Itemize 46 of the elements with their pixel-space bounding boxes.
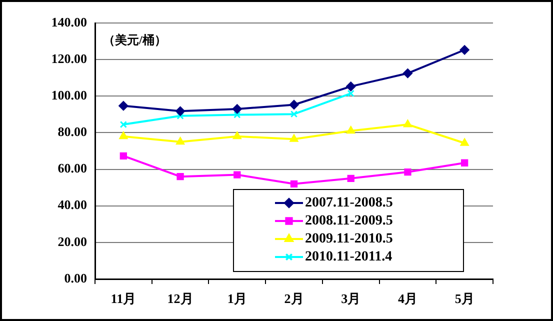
y-tick-label: 60.00 — [58, 160, 87, 176]
point — [290, 110, 298, 118]
legend-label: 2009.11-2010.5 — [305, 232, 393, 247]
point — [347, 90, 354, 97]
point — [404, 120, 412, 128]
point — [290, 134, 298, 142]
annotation: （美元/桶） — [103, 33, 166, 48]
point — [289, 100, 299, 110]
point — [346, 126, 356, 134]
x-tick-label: 11月 — [110, 291, 136, 306]
y-tick-label: 40.00 — [58, 197, 87, 212]
legend-label: 2010.11-2011.4 — [305, 250, 392, 265]
point — [346, 82, 356, 92]
point — [232, 132, 242, 140]
x-tick-label: 4月 — [398, 291, 418, 306]
point — [232, 104, 242, 114]
point — [460, 45, 470, 55]
point — [234, 111, 241, 118]
x-tick-label: 1月 — [227, 291, 247, 306]
point — [120, 152, 128, 160]
point — [176, 173, 184, 180]
point — [402, 68, 412, 78]
point — [118, 101, 128, 111]
x-tick-label: 12月 — [167, 291, 194, 306]
point — [176, 137, 184, 145]
point — [460, 138, 469, 146]
point — [347, 174, 354, 182]
x-tick-label: 5月 — [454, 291, 474, 306]
point — [404, 168, 412, 176]
point — [290, 180, 298, 188]
y-tick-label: 120.00 — [51, 50, 87, 66]
point — [176, 106, 186, 116]
point — [120, 120, 128, 128]
point — [176, 112, 184, 120]
x-tick-label: 3月 — [341, 291, 361, 306]
point — [119, 132, 128, 140]
point — [234, 171, 241, 178]
y-tick-label: 140.00 — [51, 14, 87, 30]
y-tick-label: 100.00 — [51, 88, 87, 102]
point — [460, 159, 468, 166]
y-tick-label: 0.00 — [64, 270, 87, 286]
y-tick-label: 20.00 — [58, 234, 87, 249]
legend-label: 2007.11-2008.5 — [305, 196, 393, 211]
x-tick-label: 2月 — [284, 291, 304, 306]
legend-label: 2008.11-2009.5 — [305, 214, 393, 229]
y-tick-label: 80.00 — [58, 124, 87, 140]
